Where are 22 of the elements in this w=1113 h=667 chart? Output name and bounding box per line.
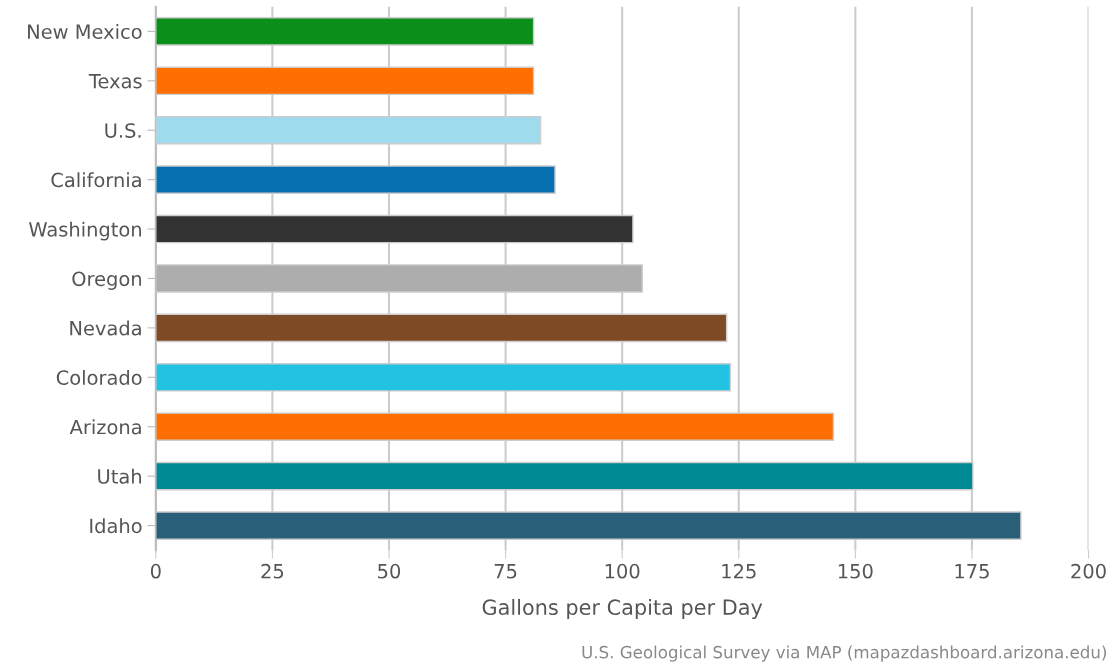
x-tick-label: 0 [150,563,161,579]
x-tick-label: 150 [838,563,873,579]
y-tick-label: Nevada [70,320,141,336]
x-tick-label: 100 [605,563,640,579]
y-tick-label: Texas [88,74,142,89]
y-tick-label: U.S. [105,123,141,138]
y-tick-label: Oregon [72,271,141,290]
y-tick-label: Arizona [69,419,141,435]
text: U.S. Geological Survey via MAP (mapazdashboard.arizona.edu) [582,645,1106,662]
x-tick-label: 25 [261,563,284,579]
y-tick-label: Colorado [56,369,142,385]
y-tick-label: California [51,172,141,188]
y-tick-label: Washington [29,221,141,241]
x-tick-label: 75 [494,564,517,579]
x-tick-label: 175 [955,564,989,579]
x-tick-label: 125 [722,563,756,579]
y-tick-label: New Mexico [28,23,142,40]
y-tick-label: Idaho [90,518,142,534]
x-tick-label: 50 [378,563,401,579]
x-axis-title: Gallons per Capita per Day [482,598,763,620]
y-tick-label: Utah [98,468,141,484]
x-tick-label: 200 [1071,563,1106,579]
